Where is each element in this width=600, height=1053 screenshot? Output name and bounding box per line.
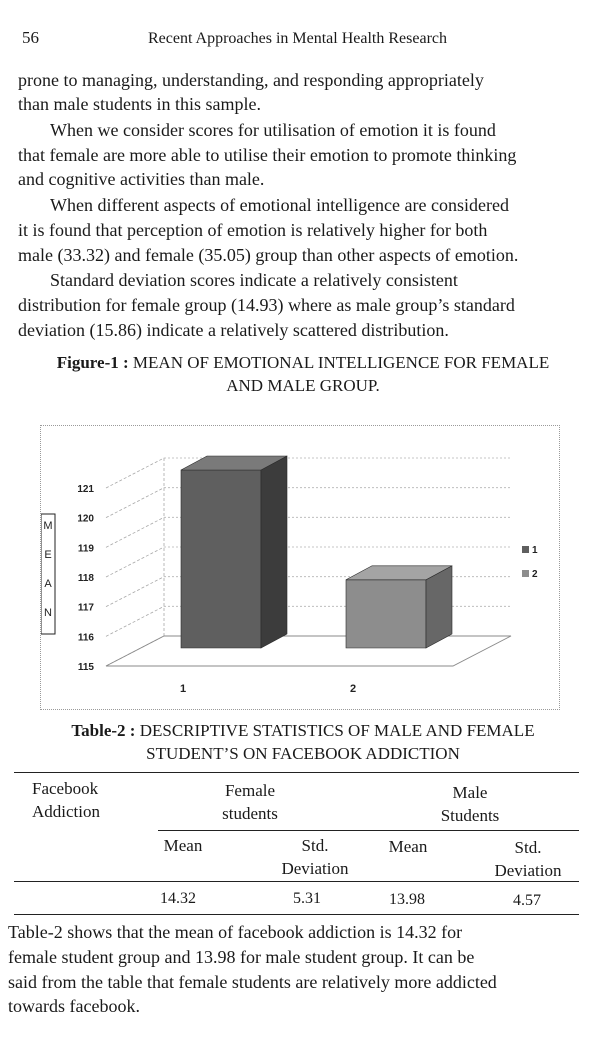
text-line: When we consider scores for utilisation …	[50, 120, 496, 140]
x-tick-label: 1	[180, 683, 186, 695]
page-number: 56	[22, 28, 39, 47]
male-sd-value: 4.57	[513, 892, 541, 909]
text-line: deviation (15.86) indicate a relatively …	[18, 320, 449, 340]
ylabel-letter: E	[44, 549, 51, 561]
col-header-addiction: Addiction	[32, 802, 100, 821]
male-mean-header: Mean	[388, 837, 428, 856]
text-line: prone to managing, understanding, and re…	[18, 70, 484, 90]
table-rule-bottom	[14, 914, 579, 915]
text-line: towards facebook.	[8, 996, 140, 1016]
chart-floor	[105, 635, 512, 667]
col-header-female: Female	[224, 781, 276, 800]
male-sd-header-2: Deviation	[494, 861, 562, 880]
female-mean-header: Mean	[163, 836, 203, 855]
col-header-male: Male	[452, 783, 488, 802]
ylabel-box	[40, 513, 56, 635]
text-line: Standard deviation scores indicate a rel…	[50, 270, 458, 290]
y-tick-label: 119	[78, 543, 95, 554]
table-label: Table-2 :	[71, 721, 136, 740]
legend-swatch	[522, 570, 529, 577]
figure-caption-line2: AND MALE GROUP.	[226, 376, 380, 395]
text-line: it is found that perception of emotion i…	[18, 220, 488, 240]
bar-side	[425, 565, 453, 649]
y-tick-label: 117	[78, 603, 95, 614]
female-sd-value: 5.31	[293, 890, 321, 907]
female-sd-header-2: Deviation	[281, 859, 349, 878]
text-line: that female are more able to utilise the…	[18, 145, 517, 165]
legend-swatch	[522, 546, 529, 553]
female-sd-header-1: Std.	[301, 836, 329, 855]
x-tick-label: 2	[350, 683, 356, 695]
male-sd-header-1: Std.	[514, 838, 542, 857]
grid-depth-line	[105, 457, 165, 489]
figure-caption: Figure-1 : MEAN OF EMOTIONAL INTELLIGENC…	[18, 351, 588, 374]
grid-depth-line	[105, 605, 165, 637]
grid-depth-line	[105, 576, 165, 608]
chart-frame: 121 120 119 118 117 116 115 M E A N 1 2 1 2	[40, 425, 560, 710]
grid-depth-line	[105, 487, 165, 519]
bar-top	[180, 455, 288, 471]
bar-top	[345, 565, 453, 581]
male-mean-value: 13.98	[389, 891, 425, 908]
legend-label: 2	[532, 569, 538, 580]
ylabel-letter: A	[44, 578, 52, 590]
text-line: distribution for female group (14.93) wh…	[18, 295, 515, 315]
running-title: Recent Approaches in Mental Health Resea…	[148, 30, 447, 47]
y-tick-label: 120	[77, 514, 94, 525]
y-tick-label: 118	[78, 573, 95, 584]
text-line: When different aspects of emotional inte…	[50, 195, 509, 215]
col-header-female-sub: students	[222, 804, 278, 823]
bar-front	[180, 469, 262, 649]
table-rule-mid	[158, 830, 579, 831]
text-line: and cognitive activities than male.	[18, 169, 265, 189]
bar-front	[345, 579, 427, 649]
grid-depth-line	[105, 516, 165, 548]
col-header-male-sub: Students	[440, 806, 500, 825]
ylabel-letter: M	[43, 520, 52, 532]
text-line: said from the table that female students…	[8, 972, 497, 992]
text-line: female student group and 13.98 for male …	[8, 947, 475, 967]
bar-side	[260, 455, 288, 649]
table-caption-line2: STUDENT’S ON FACEBOOK ADDICTION	[146, 744, 460, 763]
text-line: than male students in this sample.	[18, 94, 261, 114]
table-rule-header-bottom	[14, 881, 579, 882]
grid-depth-line	[105, 546, 165, 578]
ylabel-letter: N	[44, 607, 52, 619]
table-caption-line1: DESCRIPTIVE STATISTICS OF MALE AND FEMAL…	[139, 721, 535, 740]
y-tick-label: 121	[77, 484, 94, 495]
legend-label: 1	[532, 545, 538, 556]
text-line: Table-2 shows that the mean of facebook …	[8, 922, 463, 942]
text-line: male (33.32) and female (35.05) group th…	[18, 245, 519, 265]
table-caption: Table-2 : DESCRIPTIVE STATISTICS OF MALE…	[18, 719, 588, 742]
y-tick-label: 116	[78, 632, 95, 643]
female-mean-value: 14.32	[160, 890, 196, 907]
figure-caption-line1: MEAN OF EMOTIONAL INTELLIGENCE FOR FEMAL…	[132, 353, 550, 372]
figure-label: Figure-1 :	[56, 353, 129, 372]
table-rule-top	[14, 772, 579, 773]
col-header-facebook: Facebook	[32, 779, 99, 798]
y-tick-label: 115	[78, 662, 95, 673]
